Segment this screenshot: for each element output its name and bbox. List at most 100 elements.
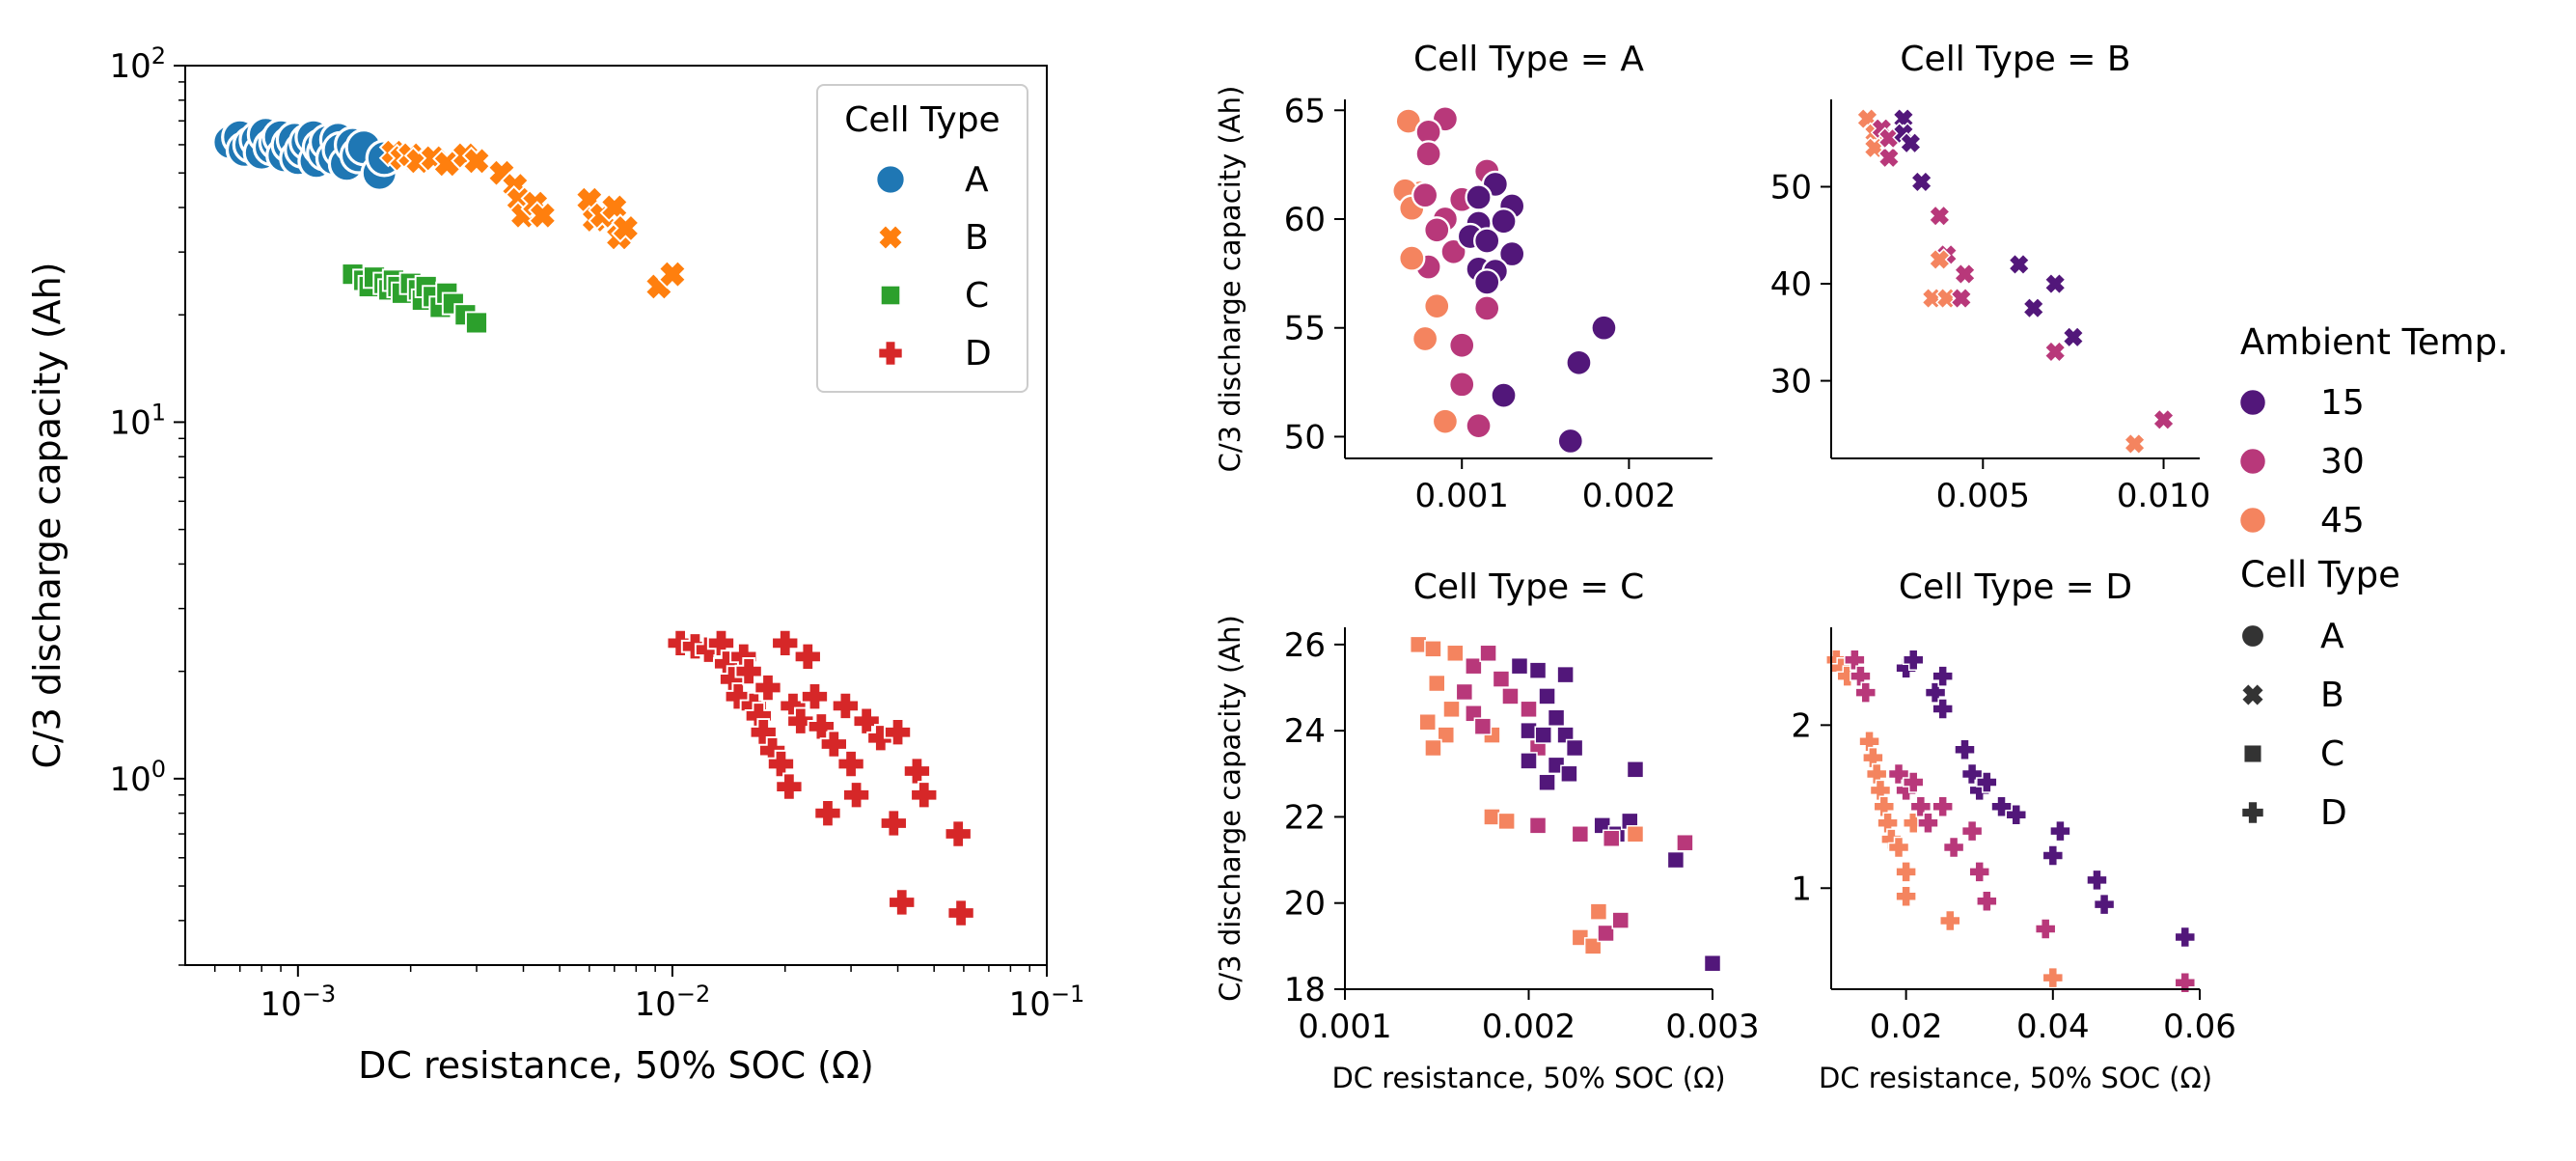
facet-legend-type-label-C: C (2320, 734, 2344, 774)
facet-3-x-tick-label-0: 0.001 (1298, 1008, 1391, 1046)
facet-legend-type-title: Cell Type (2240, 554, 2400, 595)
main-y-tick-label-2-base: 10 (109, 47, 151, 86)
main-y-tick-label-2: 102 (109, 42, 166, 86)
facet-1-y-tick-label-0: 50 (1284, 418, 1326, 456)
facet-2-point-20 (2043, 340, 2067, 364)
point-D-24 (831, 691, 860, 721)
facet-3-point-42 (1676, 833, 1694, 852)
facet-1-point-28 (1473, 227, 1501, 255)
main-legend-marker-D (877, 340, 904, 367)
facet-1-x-tick-label-1: 0.002 (1582, 477, 1676, 515)
facet-3-x-axis-label: DC resistance, 50% SOC (Ω) (1331, 1062, 1725, 1094)
facet-4-point-46 (2174, 926, 2197, 949)
facet-1-x-tick-label-0: 0.001 (1415, 477, 1509, 515)
facet-4-point-23 (1942, 836, 1965, 859)
facet-3-point-47 (1611, 911, 1630, 929)
facet-1-point-21 (1473, 294, 1501, 322)
facet-4-point-36 (1954, 738, 1976, 760)
main-legend-marker-C (879, 284, 902, 307)
facet-4-point-25 (1968, 861, 1990, 883)
facet-4-point-22 (1932, 795, 1954, 818)
main-x-tick-label-1: 10−2 (635, 981, 711, 1024)
facet-3-point-22 (1528, 661, 1548, 679)
facet-3-point-33 (1538, 773, 1556, 791)
point-D-0 (666, 628, 695, 658)
facet-1-title: Cell Type = A (1413, 40, 1644, 79)
facet-1-point-13 (1423, 292, 1451, 320)
point-D-29 (879, 809, 908, 838)
facet-3-point-10 (1479, 644, 1497, 663)
facet-3-point-18 (1483, 808, 1501, 826)
facet-3-point-2 (1446, 644, 1465, 663)
facet-legend-temp-marker-45 (2237, 505, 2268, 536)
facet-3-point-39 (1602, 829, 1621, 847)
facet-2-marks (1855, 107, 2176, 456)
facet-4-x-tick-label-0: 0.02 (1870, 1008, 1943, 1046)
facet-1-y-axis-label: C/3 discharge capacity (Ah) (1214, 86, 1247, 473)
facet-legend-type-label-B: B (2320, 676, 2344, 715)
facet-3-point-48 (1703, 954, 1722, 973)
facet-legend-type-label-D: D (2320, 793, 2347, 833)
facet-4-x-tick-label-2: 0.06 (2163, 1008, 2236, 1046)
point-D-32 (902, 757, 932, 786)
point-D-15 (771, 628, 800, 658)
facet-3-x-tick-label-1: 0.002 (1482, 1008, 1576, 1046)
point-D-18 (786, 706, 815, 735)
facet-3-point-25 (1547, 708, 1566, 727)
facet-2-point-8 (1899, 131, 1923, 154)
main-y-tick-label-1-exponent: 1 (151, 399, 166, 426)
facet-3-point-5 (1418, 712, 1437, 732)
facet-2-point-16 (1953, 263, 1977, 286)
point-D-23 (819, 730, 848, 759)
point-C-18 (464, 311, 489, 335)
facet-3-point-26 (1520, 721, 1538, 740)
facet-1-point-19 (1465, 412, 1493, 440)
point-D-20 (800, 682, 830, 711)
facet-legend-type-label-A: A (2320, 617, 2344, 656)
facet-3-point-41 (1666, 850, 1685, 870)
facet-3-point-8 (1455, 682, 1474, 702)
main-legend-marker-B (876, 223, 905, 252)
facet-1-point-15 (1431, 407, 1460, 435)
main-x-tick-label-0-exponent: −3 (302, 981, 336, 1008)
main-x-tick-label-2-exponent: −1 (1051, 981, 1084, 1008)
main-y-tick-label-2-exponent: 2 (151, 42, 166, 69)
main-chart-frame (184, 65, 1048, 966)
facet-1-point-23 (1465, 183, 1493, 211)
point-D-30 (883, 718, 913, 747)
main-y-tick-label-0-exponent: 0 (151, 756, 166, 783)
facet-2-point-4 (1877, 146, 1901, 169)
facet-4-point-26 (1976, 890, 1998, 913)
point-D-31 (888, 888, 917, 917)
facet-4-point-41 (2005, 804, 2028, 826)
facet-3-point-14 (1473, 717, 1493, 735)
facet-4-point-34 (1932, 698, 1954, 720)
facet-3-point-20 (1528, 816, 1548, 835)
facet-1-y-tick-label-1: 55 (1284, 310, 1326, 348)
main-legend-label-B: B (965, 218, 989, 258)
facet-3-point-37 (1626, 760, 1645, 779)
facet-3-point-7 (1424, 738, 1442, 758)
point-D-35 (946, 898, 975, 927)
main-legend-label-A: A (965, 160, 989, 200)
main-x-tick-label-1-exponent: −2 (676, 981, 710, 1008)
main-legend-marker-A (874, 163, 907, 196)
facet-3-point-40 (1626, 825, 1645, 843)
facet-legend-type-marker-D (2240, 800, 2265, 825)
facet-2-point-19 (2043, 272, 2067, 295)
main-x-tick-label-1-base: 10 (635, 985, 676, 1024)
facet-3-point-1 (1424, 640, 1442, 658)
main-y-tick-label-1-base: 10 (109, 403, 151, 442)
facet-1-point-10 (1439, 237, 1467, 265)
facet-3-y-tick-label-2: 22 (1284, 798, 1326, 837)
facet-4-point-42 (2042, 844, 2065, 867)
facet-3-y-tick-label-3: 24 (1284, 712, 1326, 751)
point-B-19 (611, 213, 641, 243)
facet-4-y-tick-label-1: 2 (1791, 706, 1812, 745)
facet-1-y-tick-label-2: 60 (1284, 201, 1326, 239)
facet-3-title: Cell Type = C (1413, 567, 1645, 607)
point-D-12 (754, 673, 782, 703)
facet-legend-temp-title: Ambient Temp. (2240, 321, 2508, 363)
facet-4-point-24 (1960, 819, 1984, 843)
